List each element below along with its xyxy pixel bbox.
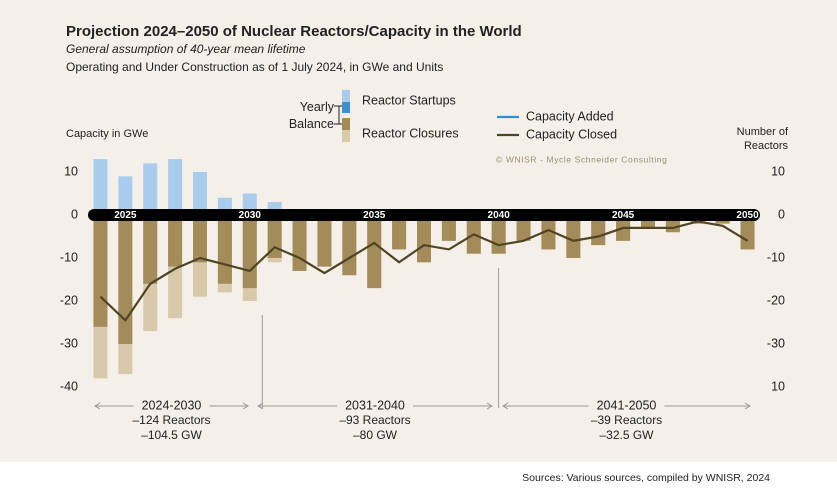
legend-label: Capacity Closed: [526, 127, 617, 141]
legend-swatch: [342, 102, 350, 113]
legend-label: Reactor Startups: [362, 93, 456, 107]
chart-title: Projection 2024–2050 of Nuclear Reactors…: [66, 23, 522, 40]
period-capacity: –80 GW: [353, 428, 398, 442]
legend-swatch: [342, 118, 350, 130]
y-axis-label: Capacity in GWe: [66, 128, 148, 140]
legend-swatch: [342, 130, 350, 142]
period-label: 2031-2040: [345, 398, 405, 412]
period-reactors: –39 Reactors: [591, 413, 662, 427]
y-tick-label: 10: [64, 164, 78, 178]
period-reactors: –93 Reactors: [339, 413, 410, 427]
startup-bar: [93, 159, 108, 215]
x-tick-label: 2035: [363, 210, 386, 221]
period-label: 2024-2030: [142, 398, 202, 412]
balance-bar: [317, 215, 332, 267]
period-label: 2041-2050: [597, 398, 657, 412]
balance-bar: [143, 215, 158, 284]
x-tick-label: 2025: [114, 210, 137, 221]
y-tick-label: -40: [60, 379, 78, 393]
legend-swatch: [342, 90, 350, 102]
balance-bar: [267, 215, 282, 258]
legend-label: Yearly Balance: [288, 100, 334, 131]
balance-bar: [541, 215, 556, 250]
balance-bar: [367, 215, 382, 289]
period-capacity: –104.5 GW: [141, 428, 202, 442]
x-axis-band: [88, 209, 760, 221]
period-arrow: [94, 402, 249, 410]
capacity-closed-line: [99, 220, 749, 323]
balance-bar: [566, 215, 581, 258]
startup-bar: [118, 176, 133, 215]
y-tick-label: 0: [71, 207, 78, 221]
credit: © WNISR - Mycle Schneider Consulting: [496, 154, 667, 164]
y2-tick-label: 10: [771, 164, 785, 178]
legend-label: Reactor Closures: [362, 126, 459, 140]
x-tick-label: 2040: [488, 210, 511, 221]
balance-bar: [292, 215, 307, 271]
balance-bar: [217, 215, 232, 284]
balance-bar: [193, 215, 207, 263]
balance-bar: [342, 215, 357, 276]
balance-bar: [118, 215, 133, 344]
legend-label: Capacity Added: [526, 109, 614, 123]
period-arrow: [257, 402, 493, 410]
balance-bar: [417, 215, 431, 263]
period-capacity: –32.5 GW: [599, 428, 654, 442]
balance-bar: [441, 215, 456, 241]
startup-bar: [193, 172, 207, 215]
subtitle: General assumption of 40-year mean lifet…: [66, 42, 306, 56]
legend-bracket: [334, 105, 342, 125]
startup-bar: [143, 163, 158, 215]
balance-bar: [168, 215, 183, 267]
source: Sources: Various sources, compiled by WN…: [522, 472, 770, 484]
balance-bar: [516, 215, 531, 241]
y2-axis-label: Number of Reactors: [736, 126, 788, 152]
y-tick-label: -20: [60, 293, 78, 307]
x-tick-label: 2030: [239, 210, 262, 221]
y2-tick-label: -10: [767, 250, 785, 264]
balance-bar: [93, 215, 108, 327]
y-tick-label: -10: [60, 250, 78, 264]
subtitle: Operating and Under Construction as of 1…: [66, 60, 443, 74]
period-arrow: [502, 402, 751, 410]
y2-tick-label: -30: [767, 336, 785, 350]
y2-tick-label: -20: [767, 293, 785, 307]
x-tick-label: 2050: [736, 210, 759, 221]
balance-bar: [740, 215, 755, 250]
y-tick-label: -30: [60, 336, 78, 350]
y2-tick-label: 0: [778, 207, 785, 221]
balance-bar: [242, 215, 257, 289]
startup-bar: [168, 159, 183, 215]
x-tick-label: 2045: [612, 210, 635, 221]
y2-tick-label: 10: [771, 379, 785, 393]
period-reactors: –124 Reactors: [132, 413, 210, 427]
balance-bar: [392, 215, 407, 250]
